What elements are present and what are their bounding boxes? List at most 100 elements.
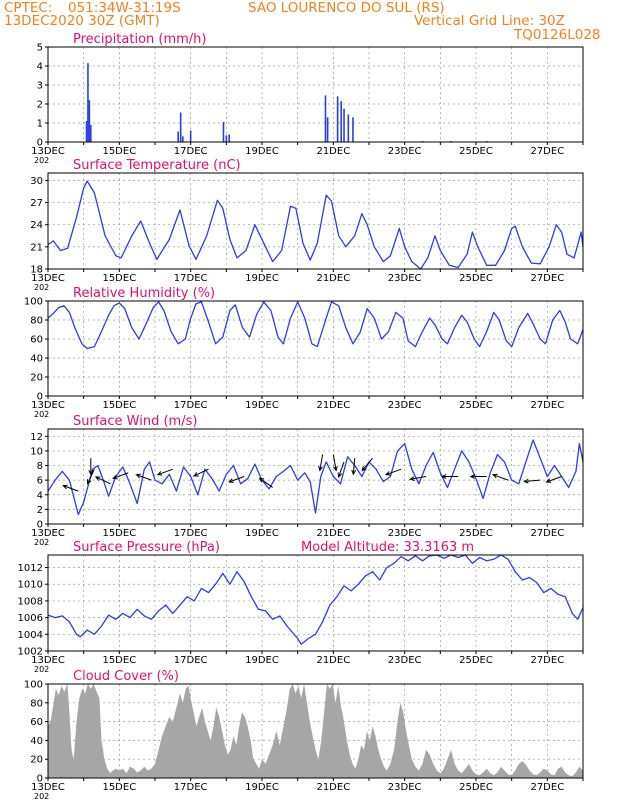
temperature-frame: [47, 172, 584, 270]
wind-arrow-head: [545, 478, 552, 483]
humidity-xtick-label: 15DEC: [102, 400, 136, 411]
wind-arrow-head: [337, 472, 343, 478]
precipitation-bar: [222, 122, 225, 142]
pressure-ytick-label: 1008: [18, 596, 43, 607]
temperature-xtick-label: 27DEC: [530, 273, 564, 284]
temperature-xtick-label: 15DEC: [102, 273, 136, 284]
temperature-xtick-label: 19DEC: [245, 273, 279, 284]
pressure-title: Surface Pressure (hPa): [73, 540, 220, 555]
precipitation-bar: [225, 135, 228, 142]
header-model-code: TQ0126L028: [514, 27, 601, 43]
pressure-xtick-label: 15DEC: [102, 655, 136, 666]
wind-year-fragment: 202: [34, 538, 49, 547]
wind-ytick-label: 12: [30, 432, 43, 443]
wind-arrow-head: [441, 474, 447, 479]
pressure-xtick-label: 23DEC: [388, 655, 422, 666]
pressure-frame: [47, 554, 584, 652]
humidity-xtick-label: 25DEC: [459, 400, 493, 411]
precipitation-bar: [326, 117, 329, 142]
pressure-ytick-label: 1006: [18, 613, 43, 624]
wind-arrow-shaft: [361, 457, 373, 471]
wind-arrow-head: [318, 465, 323, 472]
wind-arrow-head: [333, 465, 338, 472]
wind-arrow-head: [523, 478, 529, 484]
wind-xtick-label: 25DEC: [459, 528, 493, 539]
wind-xtick-label: 27DEC: [530, 528, 564, 539]
wind-xtick-label: 19DEC: [245, 528, 279, 539]
cloud_cover-xtick-label: 17DEC: [174, 782, 208, 793]
temperature-ytick-label: 27: [30, 198, 43, 209]
wind-arrow-head: [351, 469, 357, 476]
wind-arrow-head: [228, 478, 234, 483]
wind-arrow-shaft: [136, 474, 152, 481]
pressure-xtick-label: 21DEC: [316, 655, 350, 666]
wind-title: Surface Wind (m/s): [73, 414, 197, 429]
precipitation-xtick-label: 19DEC: [245, 146, 279, 157]
wind-arrow-head: [94, 476, 101, 481]
humidity-series-line: [47, 301, 584, 350]
precipitation-bar: [352, 117, 354, 142]
wind-ytick-label: 2: [37, 505, 43, 516]
temperature-ytick-label: 24: [30, 220, 43, 231]
pressure-annotation: Model Altitude: 33.3163 m: [301, 540, 474, 555]
wind-xtick-label: 21DEC: [316, 528, 350, 539]
wind-arrow-shaft: [228, 476, 245, 483]
precipitation-bar: [177, 131, 179, 142]
humidity-xtick-label: 27DEC: [530, 400, 564, 411]
precipitation-title: Precipitation (mm/h): [73, 32, 206, 47]
precipitation-bar: [343, 108, 345, 142]
wind-arrow-head: [258, 477, 265, 483]
precipitation-xtick-label: 23DEC: [388, 146, 422, 157]
wind-arrow-shaft: [546, 476, 562, 483]
precipitation-ytick-label: 2: [37, 100, 43, 111]
header-grid-note: Vertical Grid Line: 30Z: [414, 13, 565, 29]
cloud_cover-title: Cloud Cover (%): [73, 669, 179, 684]
humidity-ytick-label: 20: [30, 373, 43, 384]
wind-arrow-shaft: [492, 474, 509, 481]
precipitation-bar: [88, 100, 91, 142]
wind-arrow-head: [87, 479, 92, 485]
wind-arrow-head: [156, 471, 163, 476]
temperature-ytick-label: 18: [30, 265, 43, 276]
precipitation-bar: [324, 95, 327, 142]
precipitation-xtick-label: 25DEC: [459, 146, 493, 157]
wind-arrow-shaft: [95, 476, 111, 485]
cloud_cover-xtick-label: 25DEC: [459, 782, 493, 793]
cloud_cover-panel: 0 20 40 60 80 100 13DEC 15DEC 17DEC 19DEC 21DEC 23D…: [24, 669, 584, 800]
pressure-ytick-label: 1002: [18, 647, 43, 658]
precipitation-bar: [182, 136, 184, 142]
humidity-ytick-label: 60: [30, 335, 43, 346]
precipitation-bar: [87, 63, 89, 142]
pressure-xtick-label: 19DEC: [245, 655, 279, 666]
humidity-ytick-label: 100: [24, 297, 43, 308]
temperature-xtick-label: 23DEC: [388, 273, 422, 284]
precipitation-xtick-label: 21DEC: [316, 146, 350, 157]
precipitation-xtick-label: 27DEC: [530, 146, 564, 157]
precipitation-bar: [347, 114, 350, 142]
precipitation-panel: 0 1 2 3 4 5 13DEC 15DEC 17DEC 19DEC 21DEC 23DEC 25DE…: [31, 32, 584, 165]
wind-arrow-shaft: [87, 468, 95, 484]
precipitation-bar: [228, 134, 230, 142]
header-run-date: 13DEC2020 30Z (GMT): [4, 13, 160, 29]
precipitation-ytick-label: 3: [37, 81, 43, 92]
precipitation-bar: [336, 96, 339, 142]
cloud_cover-xtick-label: 23DEC: [388, 782, 422, 793]
pressure-panel: 1002 1004 1006 1008 1010 1012 13DEC 15DEC 17DEC 1…: [18, 540, 584, 674]
precipitation-ytick-label: 4: [37, 62, 43, 73]
wind-frame: [47, 428, 584, 525]
temperature-xtick-label: 17DEC: [174, 273, 208, 284]
pressure-year-fragment: 202: [34, 665, 49, 674]
temperature-ytick-label: 21: [30, 242, 43, 253]
wind-xtick-label: 15DEC: [102, 528, 136, 539]
header-coordinates: 051:34W-31:19S: [68, 0, 181, 16]
wind-arrow-head: [384, 471, 391, 476]
pressure-xtick-label: 17DEC: [174, 655, 208, 666]
pressure-xtick-label: 13DEC: [31, 655, 65, 666]
wind-ytick-label: 4: [37, 490, 43, 501]
wind-xtick-label: 13DEC: [31, 528, 65, 539]
cloud_cover-xtick-label: 27DEC: [530, 782, 564, 793]
pressure-xtick-label: 25DEC: [459, 655, 493, 666]
humidity-xtick-label: 13DEC: [31, 400, 65, 411]
cloud_cover-xtick-label: 13DEC: [31, 782, 65, 793]
